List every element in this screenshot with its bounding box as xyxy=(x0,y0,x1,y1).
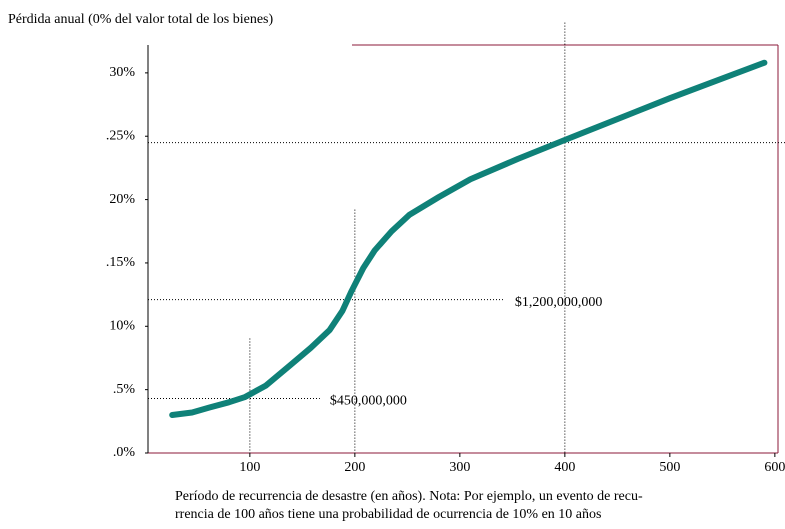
x-axis-title: Período de recurrencia de desastre (en a… xyxy=(175,489,643,504)
x-axis-title: rrencia de 100 años tiene una probabilid… xyxy=(175,507,601,522)
annotation: $1,200,000,000 xyxy=(515,295,603,310)
x-tick-label: 300 xyxy=(449,460,470,475)
y-tick-label: 10% xyxy=(109,319,135,334)
x-tick-label: 400 xyxy=(554,460,575,475)
data-line xyxy=(169,59,768,418)
y-tick-label: .0% xyxy=(113,445,136,460)
y-tick-label: .15% xyxy=(106,255,136,270)
y-tick-label: .5% xyxy=(113,382,136,397)
x-tick-label: 100 xyxy=(239,460,260,475)
y-tick-label: 30% xyxy=(109,65,135,80)
y-axis-title: Pérdida anual (0% del valor total de los… xyxy=(8,12,273,27)
y-tick-label: 20% xyxy=(109,192,135,207)
annotation: $450,000,000 xyxy=(330,394,407,409)
x-tick-label: 200 xyxy=(344,460,365,475)
y-tick-label: .25% xyxy=(106,128,136,143)
x-tick-label: 500 xyxy=(659,460,680,475)
x-tick-label: 600 xyxy=(764,460,785,475)
